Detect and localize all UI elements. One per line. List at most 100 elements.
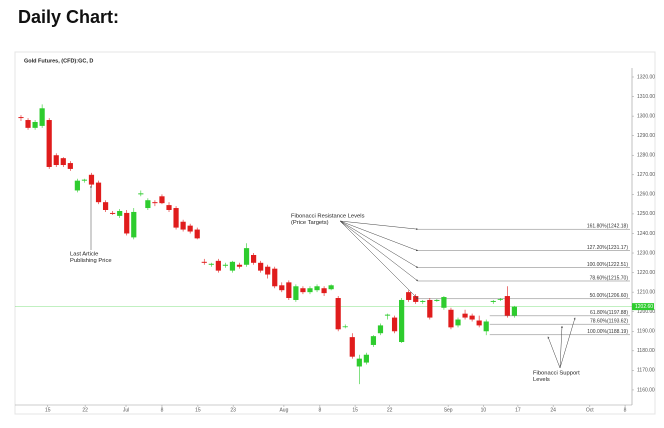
- y-tick-label: 1210.00: [637, 289, 655, 295]
- candle-body: [272, 268, 278, 287]
- y-tick-label: 1240.00: [637, 231, 655, 237]
- y-tick-label: 1260.00: [637, 192, 655, 198]
- candle-body: [391, 317, 398, 332]
- candle-body: [349, 337, 355, 357]
- y-tick-label: 1200.00: [637, 309, 655, 315]
- x-tick-label: 23: [230, 407, 236, 413]
- x-tick-label: 10: [481, 407, 487, 413]
- candle-body: [138, 193, 144, 195]
- candle-body: [363, 354, 369, 363]
- x-tick-label: 17: [515, 407, 521, 413]
- fib-label: 78.60%(1215.70): [590, 275, 629, 281]
- candle-body: [328, 285, 334, 290]
- x-tick-label: 22: [387, 407, 393, 413]
- x-tick-label: 15: [195, 407, 201, 413]
- annotation: Publishing Price: [70, 258, 112, 264]
- arrow: [339, 220, 419, 282]
- annotation: Levels: [533, 377, 550, 383]
- candle-body: [159, 196, 165, 204]
- arrow: [547, 336, 561, 369]
- y-tick-label: 1160.00: [637, 387, 655, 393]
- candle-body: [222, 264, 229, 266]
- candle-body: [455, 319, 461, 326]
- candle-body: [95, 182, 102, 203]
- x-tick-label: Aug: [279, 407, 288, 413]
- candle-body: [293, 286, 299, 300]
- fib-label: 100.00%(1222.51): [587, 262, 628, 268]
- candle-body: [462, 313, 468, 318]
- annotation: (Price Targets): [291, 220, 329, 226]
- candle-body: [448, 309, 454, 328]
- x-tick-label: Sep: [444, 407, 453, 413]
- candle-body: [427, 299, 433, 318]
- candle-body: [74, 180, 80, 191]
- candle-body: [504, 296, 510, 316]
- y-tick-label: 1170.00: [637, 368, 655, 374]
- candle-body: [469, 315, 475, 320]
- y-tick-label: 1270.00: [637, 172, 655, 178]
- candle-body: [511, 306, 518, 316]
- candle-body: [152, 202, 158, 204]
- candle-body: [490, 300, 496, 302]
- candle-body: [434, 299, 440, 301]
- candle-body: [356, 358, 362, 367]
- arrow: [559, 317, 576, 369]
- candle-body: [81, 179, 88, 181]
- x-tick-label: 15: [352, 407, 358, 413]
- last-price-label: 1202.60: [635, 304, 653, 310]
- candle-body: [413, 296, 419, 302]
- candle-body: [194, 229, 200, 239]
- candle-body: [60, 158, 66, 166]
- candle-body: [279, 285, 285, 291]
- x-tick-label: Jul: [123, 407, 129, 413]
- chart-frame: [14, 51, 656, 415]
- fib-label: 78.60%(1193.62): [590, 319, 628, 325]
- candle-body: [67, 163, 73, 169]
- x-tick-label: 24: [550, 407, 556, 413]
- candle-body: [25, 120, 31, 128]
- chart-title: Gold Futures, (CFD):GC, D: [24, 58, 93, 64]
- candle-body: [321, 288, 327, 294]
- candle-body: [39, 108, 45, 126]
- x-tick-label: 8: [624, 407, 627, 413]
- candle-body: [441, 297, 447, 308]
- candle-body: [46, 120, 52, 167]
- y-tick-label: 1280.00: [637, 153, 655, 159]
- candle-body: [236, 264, 243, 267]
- candle-body: [88, 174, 95, 185]
- candle-body: [215, 260, 221, 271]
- candle-body: [342, 326, 348, 328]
- x-tick-label: 8: [318, 407, 321, 413]
- y-tick-label: 1320.00: [637, 74, 655, 80]
- fib-label: 61.80%(1197.88): [590, 310, 628, 316]
- candle-body: [145, 200, 151, 209]
- y-tick-label: 1300.00: [637, 113, 655, 119]
- candle-body: [384, 314, 391, 316]
- candle-body: [208, 263, 214, 265]
- fib-label: 161.80%(1242.18): [587, 224, 628, 230]
- fib-label: 100.00%(1188.19): [587, 329, 628, 335]
- candle-body: [250, 254, 257, 263]
- candle-body: [265, 266, 271, 275]
- candle-body: [201, 261, 207, 263]
- page-title: Daily Chart:: [18, 7, 119, 27]
- candle-body: [420, 300, 426, 302]
- candle-body: [229, 261, 236, 271]
- candle-body: [102, 202, 109, 210]
- candle-body: [314, 286, 320, 291]
- annotation: Fibonacci Resistance Levels: [291, 214, 365, 220]
- candle-body: [370, 336, 377, 345]
- candle-body: [32, 121, 38, 128]
- x-tick-label: 15: [45, 407, 51, 413]
- y-tick-label: 1220.00: [637, 270, 655, 276]
- candle-body: [180, 221, 186, 230]
- candle-body: [18, 117, 24, 119]
- y-tick-label: 1310.00: [637, 94, 655, 100]
- x-tick-label: 8: [161, 407, 164, 413]
- arrow: [339, 220, 419, 252]
- candle-body: [124, 212, 130, 234]
- annotation: Fibonacci Support: [533, 371, 580, 377]
- arrow: [559, 325, 563, 369]
- arrow: [339, 220, 419, 231]
- candle-body: [258, 262, 264, 271]
